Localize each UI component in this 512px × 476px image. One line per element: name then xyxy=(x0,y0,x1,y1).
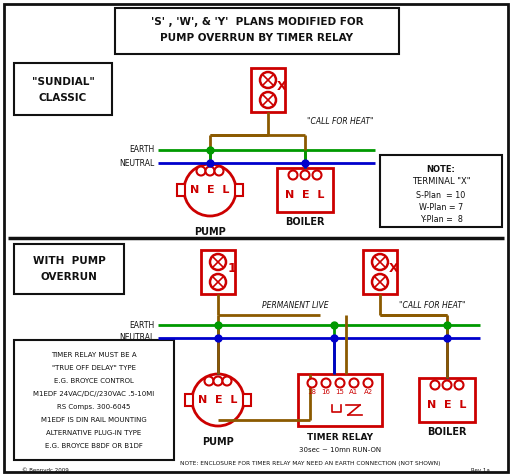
Text: EARTH: EARTH xyxy=(130,320,155,329)
Circle shape xyxy=(223,377,231,386)
Bar xyxy=(363,250,397,294)
Text: OVERRUN: OVERRUN xyxy=(40,272,97,282)
Circle shape xyxy=(260,72,276,88)
Bar xyxy=(380,155,502,227)
Text: WITH  PUMP: WITH PUMP xyxy=(33,256,105,266)
Circle shape xyxy=(215,167,224,176)
Circle shape xyxy=(350,378,358,387)
Text: NOTE: ENCLOSURE FOR TIMER RELAY MAY NEED AN EARTH CONNECTION (NOT SHOWN): NOTE: ENCLOSURE FOR TIMER RELAY MAY NEED… xyxy=(180,462,440,466)
Text: W-Plan = 7: W-Plan = 7 xyxy=(419,202,463,211)
Text: EARTH: EARTH xyxy=(130,146,155,155)
Text: 18: 18 xyxy=(308,389,316,395)
Text: 15: 15 xyxy=(335,389,345,395)
Text: "CALL FOR HEAT": "CALL FOR HEAT" xyxy=(307,118,373,127)
Text: BOILER: BOILER xyxy=(427,427,467,437)
Text: S-Plan  = 10: S-Plan = 10 xyxy=(416,190,465,199)
Text: M1EDF 24VAC/DC//230VAC .5-10MI: M1EDF 24VAC/DC//230VAC .5-10MI xyxy=(33,391,155,397)
Text: TERMINAL "X": TERMINAL "X" xyxy=(412,178,470,187)
Bar xyxy=(298,374,382,426)
Text: N  E  L: N E L xyxy=(198,395,238,405)
Circle shape xyxy=(301,170,309,179)
Bar xyxy=(14,340,174,460)
Bar xyxy=(14,244,124,294)
Text: 30sec ~ 10mn RUN-ON: 30sec ~ 10mn RUN-ON xyxy=(299,447,381,453)
Circle shape xyxy=(205,167,215,176)
Circle shape xyxy=(288,170,297,179)
Text: A2: A2 xyxy=(364,389,373,395)
Bar xyxy=(235,184,243,196)
Circle shape xyxy=(184,164,236,216)
Text: CLASSIC: CLASSIC xyxy=(39,93,87,103)
Text: X: X xyxy=(277,80,287,93)
Text: "CALL FOR HEAT": "CALL FOR HEAT" xyxy=(399,301,465,310)
Text: ALTERNATIVE PLUG-IN TYPE: ALTERNATIVE PLUG-IN TYPE xyxy=(47,430,142,436)
Text: E.G. BROYCE CONTROL: E.G. BROYCE CONTROL xyxy=(54,378,134,384)
Circle shape xyxy=(308,378,316,387)
Circle shape xyxy=(210,254,226,270)
Text: N  E  L: N E L xyxy=(285,190,325,200)
Text: "SUNDIAL": "SUNDIAL" xyxy=(32,77,94,87)
Bar xyxy=(115,8,399,54)
Text: PUMP OVERRUN BY TIMER RELAY: PUMP OVERRUN BY TIMER RELAY xyxy=(160,33,353,43)
Circle shape xyxy=(192,374,244,426)
Text: Rev 1a: Rev 1a xyxy=(471,467,490,473)
Circle shape xyxy=(214,377,223,386)
Text: 'S' , 'W', & 'Y'  PLANS MODIFIED FOR: 'S' , 'W', & 'Y' PLANS MODIFIED FOR xyxy=(151,17,364,27)
Circle shape xyxy=(442,380,452,389)
Text: "TRUE OFF DELAY" TYPE: "TRUE OFF DELAY" TYPE xyxy=(52,365,136,371)
Text: Y-Plan =  8: Y-Plan = 8 xyxy=(419,215,462,224)
Circle shape xyxy=(210,274,226,290)
Circle shape xyxy=(312,170,322,179)
Text: © Bennydc 2009: © Bennydc 2009 xyxy=(22,467,69,473)
Circle shape xyxy=(197,167,205,176)
Circle shape xyxy=(455,380,463,389)
Circle shape xyxy=(431,380,439,389)
Bar xyxy=(277,168,333,212)
Text: 1: 1 xyxy=(228,262,237,276)
Circle shape xyxy=(364,378,373,387)
Text: N  E  L: N E L xyxy=(428,400,466,410)
Circle shape xyxy=(260,92,276,108)
Text: PERMANENT LIVE: PERMANENT LIVE xyxy=(262,301,328,310)
Text: TIMER RELAY: TIMER RELAY xyxy=(307,434,373,443)
Text: BOILER: BOILER xyxy=(285,217,325,227)
Bar xyxy=(251,68,285,112)
Text: NEUTRAL: NEUTRAL xyxy=(120,334,155,343)
Circle shape xyxy=(335,378,345,387)
Bar xyxy=(177,184,185,196)
Text: N  E  L: N E L xyxy=(190,185,230,195)
Text: RS Comps. 300-6045: RS Comps. 300-6045 xyxy=(57,404,131,410)
Bar xyxy=(243,394,251,406)
Bar xyxy=(185,394,193,406)
Text: NOTE:: NOTE: xyxy=(426,165,456,173)
Circle shape xyxy=(372,274,388,290)
Text: NEUTRAL: NEUTRAL xyxy=(120,159,155,168)
Circle shape xyxy=(372,254,388,270)
Text: X: X xyxy=(389,262,399,276)
Circle shape xyxy=(322,378,331,387)
Text: M1EDF IS DIN RAIL MOUNTING: M1EDF IS DIN RAIL MOUNTING xyxy=(41,417,147,423)
Text: E.G. BROYCE B8DF OR B1DF: E.G. BROYCE B8DF OR B1DF xyxy=(45,443,143,449)
Text: A1: A1 xyxy=(349,389,358,395)
Bar xyxy=(419,378,475,422)
Text: PUMP: PUMP xyxy=(194,227,226,237)
Text: 16: 16 xyxy=(322,389,331,395)
Text: TIMER RELAY MUST BE A: TIMER RELAY MUST BE A xyxy=(51,352,137,358)
Text: PUMP: PUMP xyxy=(202,437,234,447)
Bar xyxy=(14,63,112,115)
Circle shape xyxy=(204,377,214,386)
Bar xyxy=(201,250,235,294)
